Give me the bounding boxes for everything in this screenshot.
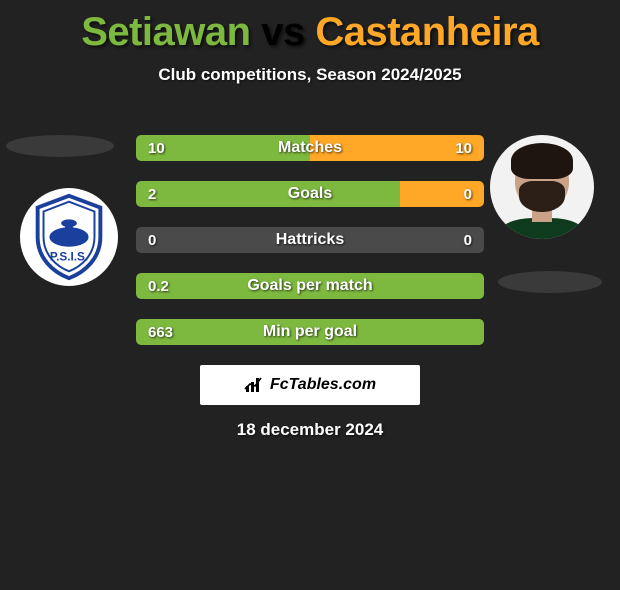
comparison-bars: 1010Matches 20Goals 00Hattricks 0.2Goals pe… (136, 135, 484, 365)
stat-bar-row: 1010Matches (136, 135, 484, 161)
watermark: FcTables.com (200, 365, 420, 405)
stat-label: Matches (136, 135, 484, 161)
player-left-name: Setiawan (81, 10, 250, 54)
subtitle: Club competitions, Season 2024/2025 (0, 65, 620, 85)
chart-bar-icon (244, 376, 266, 394)
vs-separator: vs (251, 10, 316, 54)
avatar-icon (490, 135, 594, 239)
avatar-shadow-left (6, 135, 114, 157)
avatar-shadow-right (498, 271, 602, 293)
stat-label: Min per goal (136, 319, 484, 345)
svg-text:P.S.I.S.: P.S.I.S. (50, 251, 88, 264)
stat-label: Hattricks (136, 227, 484, 253)
club-badge-left: P.S.I.S. (20, 188, 118, 286)
comparison-title: Setiawan vs Castanheira (0, 10, 620, 55)
stat-bar-row: 0.2Goals per match (136, 273, 484, 299)
stat-bar-row: 663Min per goal (136, 319, 484, 345)
watermark-text: FcTables.com (270, 376, 376, 394)
shield-icon: P.S.I.S. (20, 188, 118, 286)
stat-bar-row: 00Hattricks (136, 227, 484, 253)
snapshot-date: 18 december 2024 (0, 420, 620, 440)
stat-label: Goals (136, 181, 484, 207)
player-right-name: Castanheira (315, 10, 538, 54)
stat-label: Goals per match (136, 273, 484, 299)
player-avatar-right (490, 135, 594, 239)
stat-bar-row: 20Goals (136, 181, 484, 207)
